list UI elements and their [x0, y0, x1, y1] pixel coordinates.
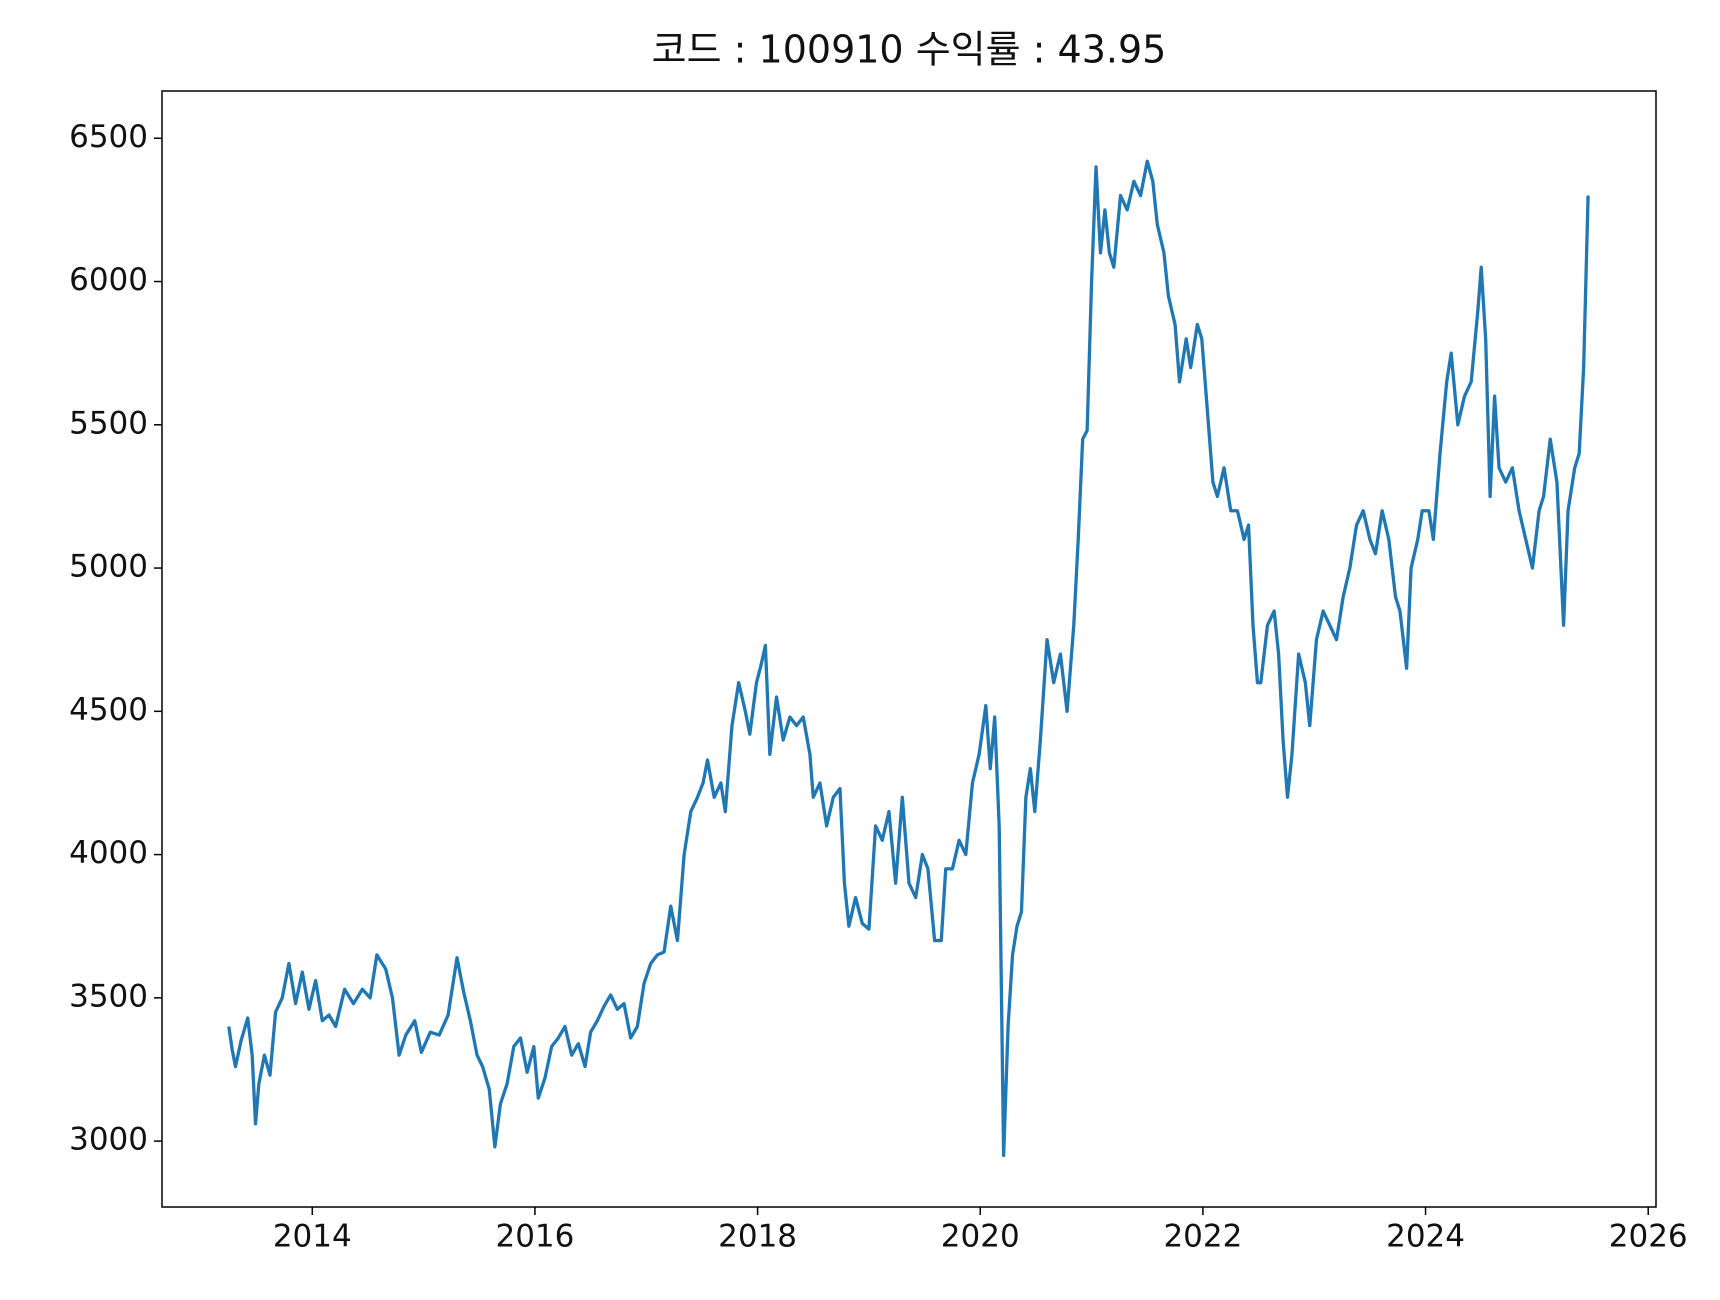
x-tick-label: 2026 — [1609, 1219, 1688, 1255]
x-tick-label: 2014 — [273, 1219, 352, 1255]
chart-title: 코드 : 100910 수익률 : 43.95 — [652, 28, 1167, 72]
x-tick-label: 2016 — [495, 1219, 574, 1255]
x-tick-label: 2020 — [941, 1219, 1020, 1255]
y-tick-label: 6500 — [69, 119, 148, 155]
y-tick-label: 5500 — [69, 405, 148, 441]
x-tick-label: 2024 — [1386, 1219, 1465, 1255]
y-tick-label: 4000 — [69, 835, 148, 871]
price-line — [227, 159, 1590, 1158]
y-tick-label: 5000 — [69, 549, 148, 585]
y-tick-label: 4500 — [69, 692, 148, 728]
y-tick-label: 3000 — [69, 1122, 148, 1158]
x-tick-label: 2022 — [1163, 1219, 1242, 1255]
x-tick-label: 2018 — [718, 1219, 797, 1255]
y-tick-label: 6000 — [69, 262, 148, 298]
y-tick-label: 3500 — [69, 978, 148, 1014]
plot-frame — [161, 90, 1657, 1208]
